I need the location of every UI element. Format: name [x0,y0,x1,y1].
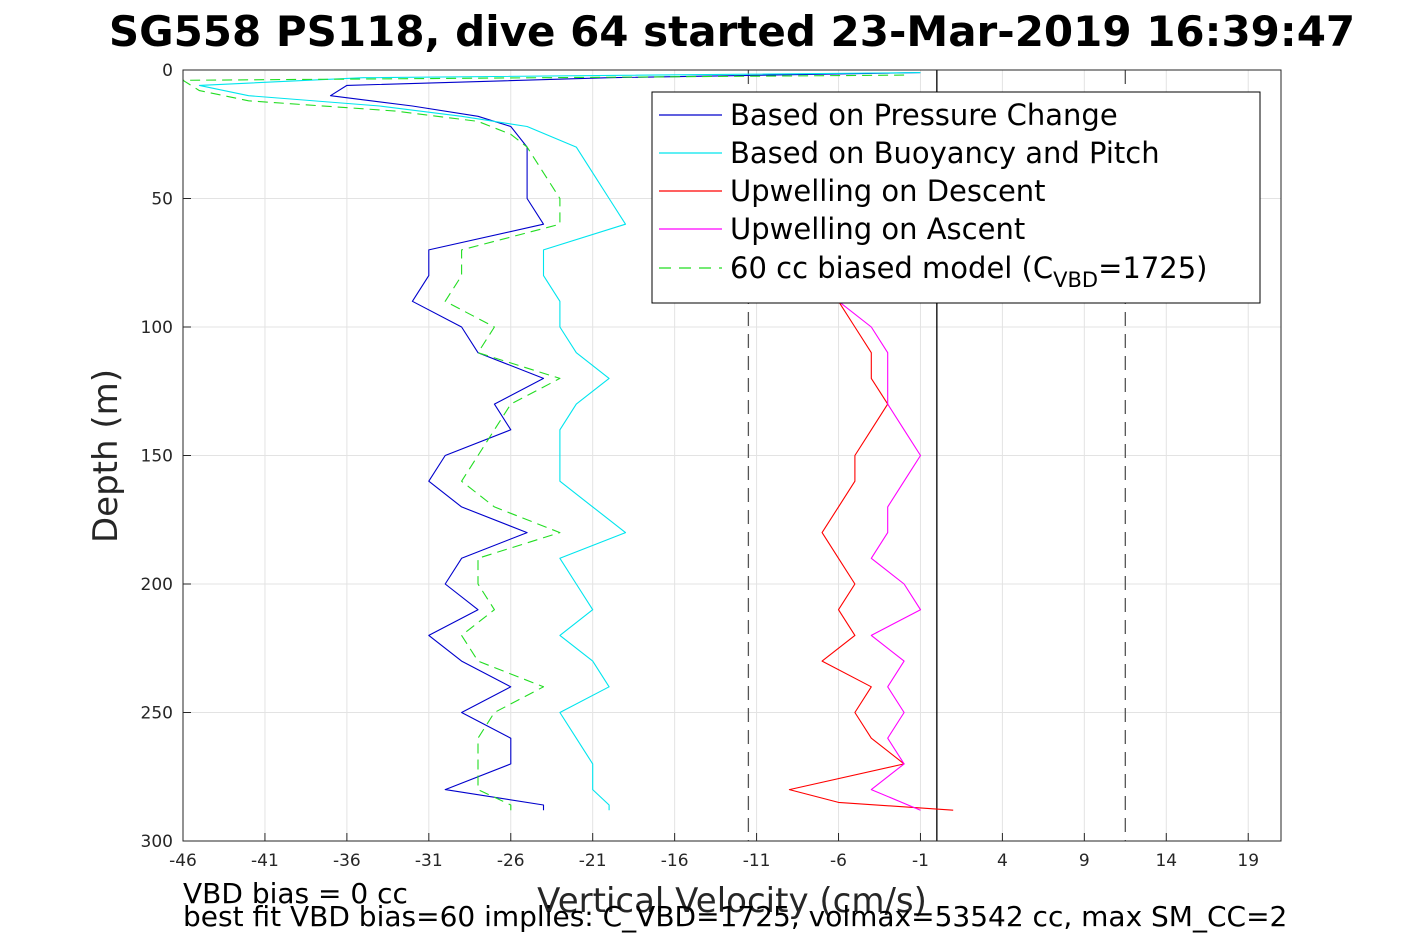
y-tick-label: 200 [141,575,173,595]
y-axis-ticks: 0 50 100 150 200 250 300 [141,61,191,852]
y-tick-label: 100 [141,318,173,338]
chart-title: SG558 PS118, dive 64 started 23-Mar-2019… [109,7,1355,56]
footer-vbd-bias: VBD bias = 0 cc [183,877,408,910]
legend-model-subscript: VBD [1053,268,1098,292]
x-axis-ticks: -46 -41 -36 -31 -26 -21 -16 -11 -6 -1 4 9 14 19 [169,833,1259,871]
x-axis-label: Vertical Velocity (cm/s) [537,881,927,921]
x-tick-label: 9 [1079,851,1090,871]
series-upwelling-on-descent [788,301,954,811]
legend-box [651,91,1261,304]
y-tick-label: 300 [141,832,173,852]
legend-model-prefix: 60 cc biased model (C [730,251,1053,285]
legend-model-suffix: =1725) [1098,251,1207,285]
legend-label-pressure: Based on Pressure Change [730,98,1118,132]
series-group [182,72,954,811]
y-axis-label: Depth (m) [86,369,126,543]
x-tick-label: -36 [333,851,361,871]
legend-label-ascent: Upwelling on Ascent [730,212,1025,246]
x-tick-label: 19 [1237,851,1259,871]
x-tick-label: -26 [497,851,525,871]
x-tick-label: -41 [251,851,279,871]
series-based-on-pressure-change [329,72,921,811]
legend-label-buoyancy: Based on Buoyancy and Pitch [730,136,1160,170]
y-tick-label: 0 [162,61,173,81]
x-tick-label: 14 [1155,851,1177,871]
legend-label-descent: Upwelling on Descent [730,174,1046,208]
x-tick-label: -46 [169,851,197,871]
y-tick-label: 50 [151,190,173,210]
x-tick-label: -6 [830,851,847,871]
footer-best-fit: best fit VBD bias=60 implies: C_VBD=1725… [183,900,1287,933]
x-tick-label: 4 [997,851,1008,871]
legend: Based on Pressure Change Based on Buoyan… [651,91,1261,304]
series-based-on-buoyancy-and-pitch [198,72,921,811]
series-upwelling-on-ascent [838,300,922,811]
series-60-cc-biased-model-c-vbd-1725 [182,74,905,811]
x-tick-label: -21 [579,851,607,871]
legend-label-model: 60 cc biased model (CVBD=1725) [730,251,1208,292]
y-tick-label: 250 [141,704,173,724]
x-tick-label: -11 [743,851,771,871]
x-tick-label: -16 [661,851,689,871]
x-tick-label: -31 [415,851,443,871]
x-tick-label: -1 [912,851,929,871]
y-tick-label: 150 [141,447,173,467]
